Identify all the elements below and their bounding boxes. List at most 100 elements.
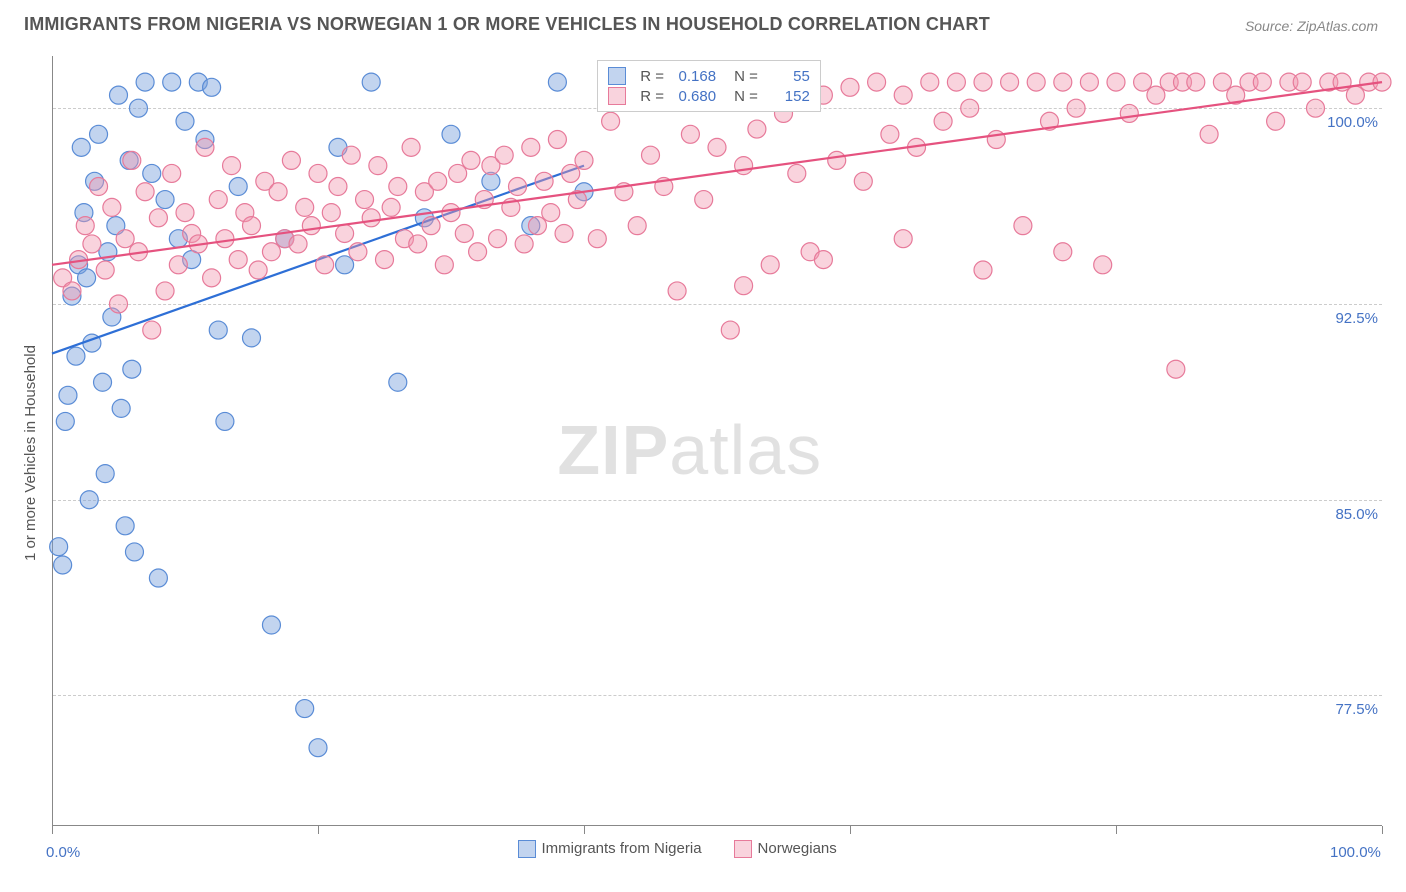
scatter-point: [349, 243, 367, 261]
scatter-point: [362, 73, 380, 91]
scatter-point: [309, 164, 327, 182]
legend-swatch: [734, 840, 752, 858]
scatter-point: [409, 235, 427, 253]
scatter-point: [156, 191, 174, 209]
scatter-point: [455, 224, 473, 242]
legend-item-label: Norwegians: [758, 840, 837, 857]
scatter-point: [1293, 73, 1311, 91]
scatter-point: [469, 243, 487, 261]
scatter-point: [83, 235, 101, 253]
scatter-point: [229, 178, 247, 196]
legend-n-label: N =: [734, 88, 758, 105]
scatter-point: [588, 230, 606, 248]
scatter-point: [881, 125, 899, 143]
scatter-point: [528, 217, 546, 235]
scatter-point: [402, 138, 420, 156]
scatter-point: [1014, 217, 1032, 235]
scatter-point: [156, 282, 174, 300]
scatter-point: [1054, 243, 1072, 261]
legend-n-value: 152: [766, 88, 810, 105]
scatter-point: [562, 164, 580, 182]
scatter-point: [389, 373, 407, 391]
legend-stats-row: R =0.168N =55: [608, 67, 810, 85]
scatter-point: [90, 125, 108, 143]
scatter-point: [329, 178, 347, 196]
scatter-point: [1167, 360, 1185, 378]
scatter-point: [216, 412, 234, 430]
scatter-point: [868, 73, 886, 91]
scatter-point: [309, 739, 327, 757]
x-tick-label: 0.0%: [46, 844, 80, 861]
scatter-point: [761, 256, 779, 274]
scatter-point: [495, 146, 513, 164]
scatter-point: [176, 204, 194, 222]
scatter-point: [209, 321, 227, 339]
scatter-point: [681, 125, 699, 143]
scatter-point: [50, 538, 68, 556]
x-tick: [1116, 826, 1117, 834]
x-tick: [1382, 826, 1383, 834]
scatter-point: [1187, 73, 1205, 91]
y-tick-label: 100.0%: [1318, 114, 1378, 131]
scatter-point: [515, 235, 533, 253]
scatter-point: [143, 321, 161, 339]
scatter-point: [136, 183, 154, 201]
scatter-point: [422, 217, 440, 235]
scatter-point: [129, 99, 147, 117]
scatter-point: [229, 251, 247, 269]
scatter-point: [196, 138, 214, 156]
scatter-point: [921, 73, 939, 91]
scatter-point: [389, 178, 407, 196]
scatter-point: [163, 164, 181, 182]
scatter-point: [489, 230, 507, 248]
scatter-point: [72, 138, 90, 156]
scatter-point: [123, 151, 141, 169]
x-tick: [584, 826, 585, 834]
scatter-point: [1094, 256, 1112, 274]
scatter-point: [841, 78, 859, 96]
scatter-point: [103, 198, 121, 216]
scatter-point: [748, 120, 766, 138]
scatter-point: [209, 191, 227, 209]
scatter-point: [542, 204, 560, 222]
scatter-point: [163, 73, 181, 91]
scatter-point: [316, 256, 334, 274]
scatter-point: [125, 543, 143, 561]
x-tick-label: 100.0%: [1330, 844, 1381, 861]
scatter-point: [735, 157, 753, 175]
scatter-point: [116, 230, 134, 248]
y-axis-title: 1 or more Vehicles in Household: [22, 345, 39, 561]
legend-swatch: [608, 87, 626, 105]
scatter-point: [435, 256, 453, 274]
scatter-point: [1120, 104, 1138, 122]
scatter-point: [854, 172, 872, 190]
scatter-point: [442, 204, 460, 222]
scatter-point: [1147, 86, 1165, 104]
legend-bottom: Immigrants from Nigeria Norwegians: [518, 840, 837, 858]
legend-r-value: 0.680: [672, 88, 716, 105]
scatter-point: [90, 178, 108, 196]
scatter-point: [67, 347, 85, 365]
scatter-point: [63, 282, 81, 300]
scatter-point: [143, 164, 161, 182]
scatter-point: [223, 157, 241, 175]
scatter-point: [376, 251, 394, 269]
legend-item-label: Immigrants from Nigeria: [542, 840, 702, 857]
scatter-point: [575, 151, 593, 169]
scatter-point: [243, 217, 261, 235]
scatter-point: [708, 138, 726, 156]
scatter-point: [974, 261, 992, 279]
scatter-point: [336, 256, 354, 274]
scatter-point: [269, 183, 287, 201]
scatter-point: [1267, 112, 1285, 130]
scatter-point: [602, 112, 620, 130]
legend-n-label: N =: [734, 68, 758, 85]
scatter-point: [1200, 125, 1218, 143]
scatter-point: [1107, 73, 1125, 91]
legend-stats-row: R =0.680N =152: [608, 87, 810, 105]
scatter-point: [628, 217, 646, 235]
scatter-point: [668, 282, 686, 300]
x-tick: [318, 826, 319, 834]
legend-swatch: [518, 840, 536, 858]
scatter-point: [1253, 73, 1271, 91]
